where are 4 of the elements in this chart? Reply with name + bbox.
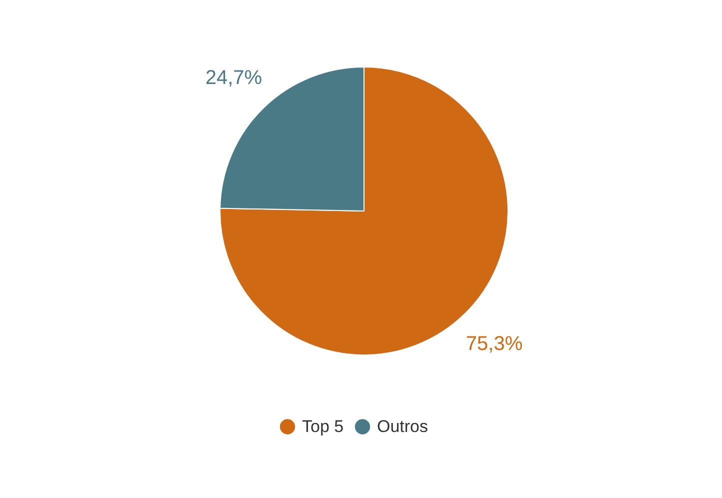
legend-label: Top 5 [302, 416, 344, 436]
data-label: 24,7% [205, 67, 262, 90]
data-label: 75,3% [466, 332, 523, 355]
legend-label: Outros [377, 416, 428, 436]
